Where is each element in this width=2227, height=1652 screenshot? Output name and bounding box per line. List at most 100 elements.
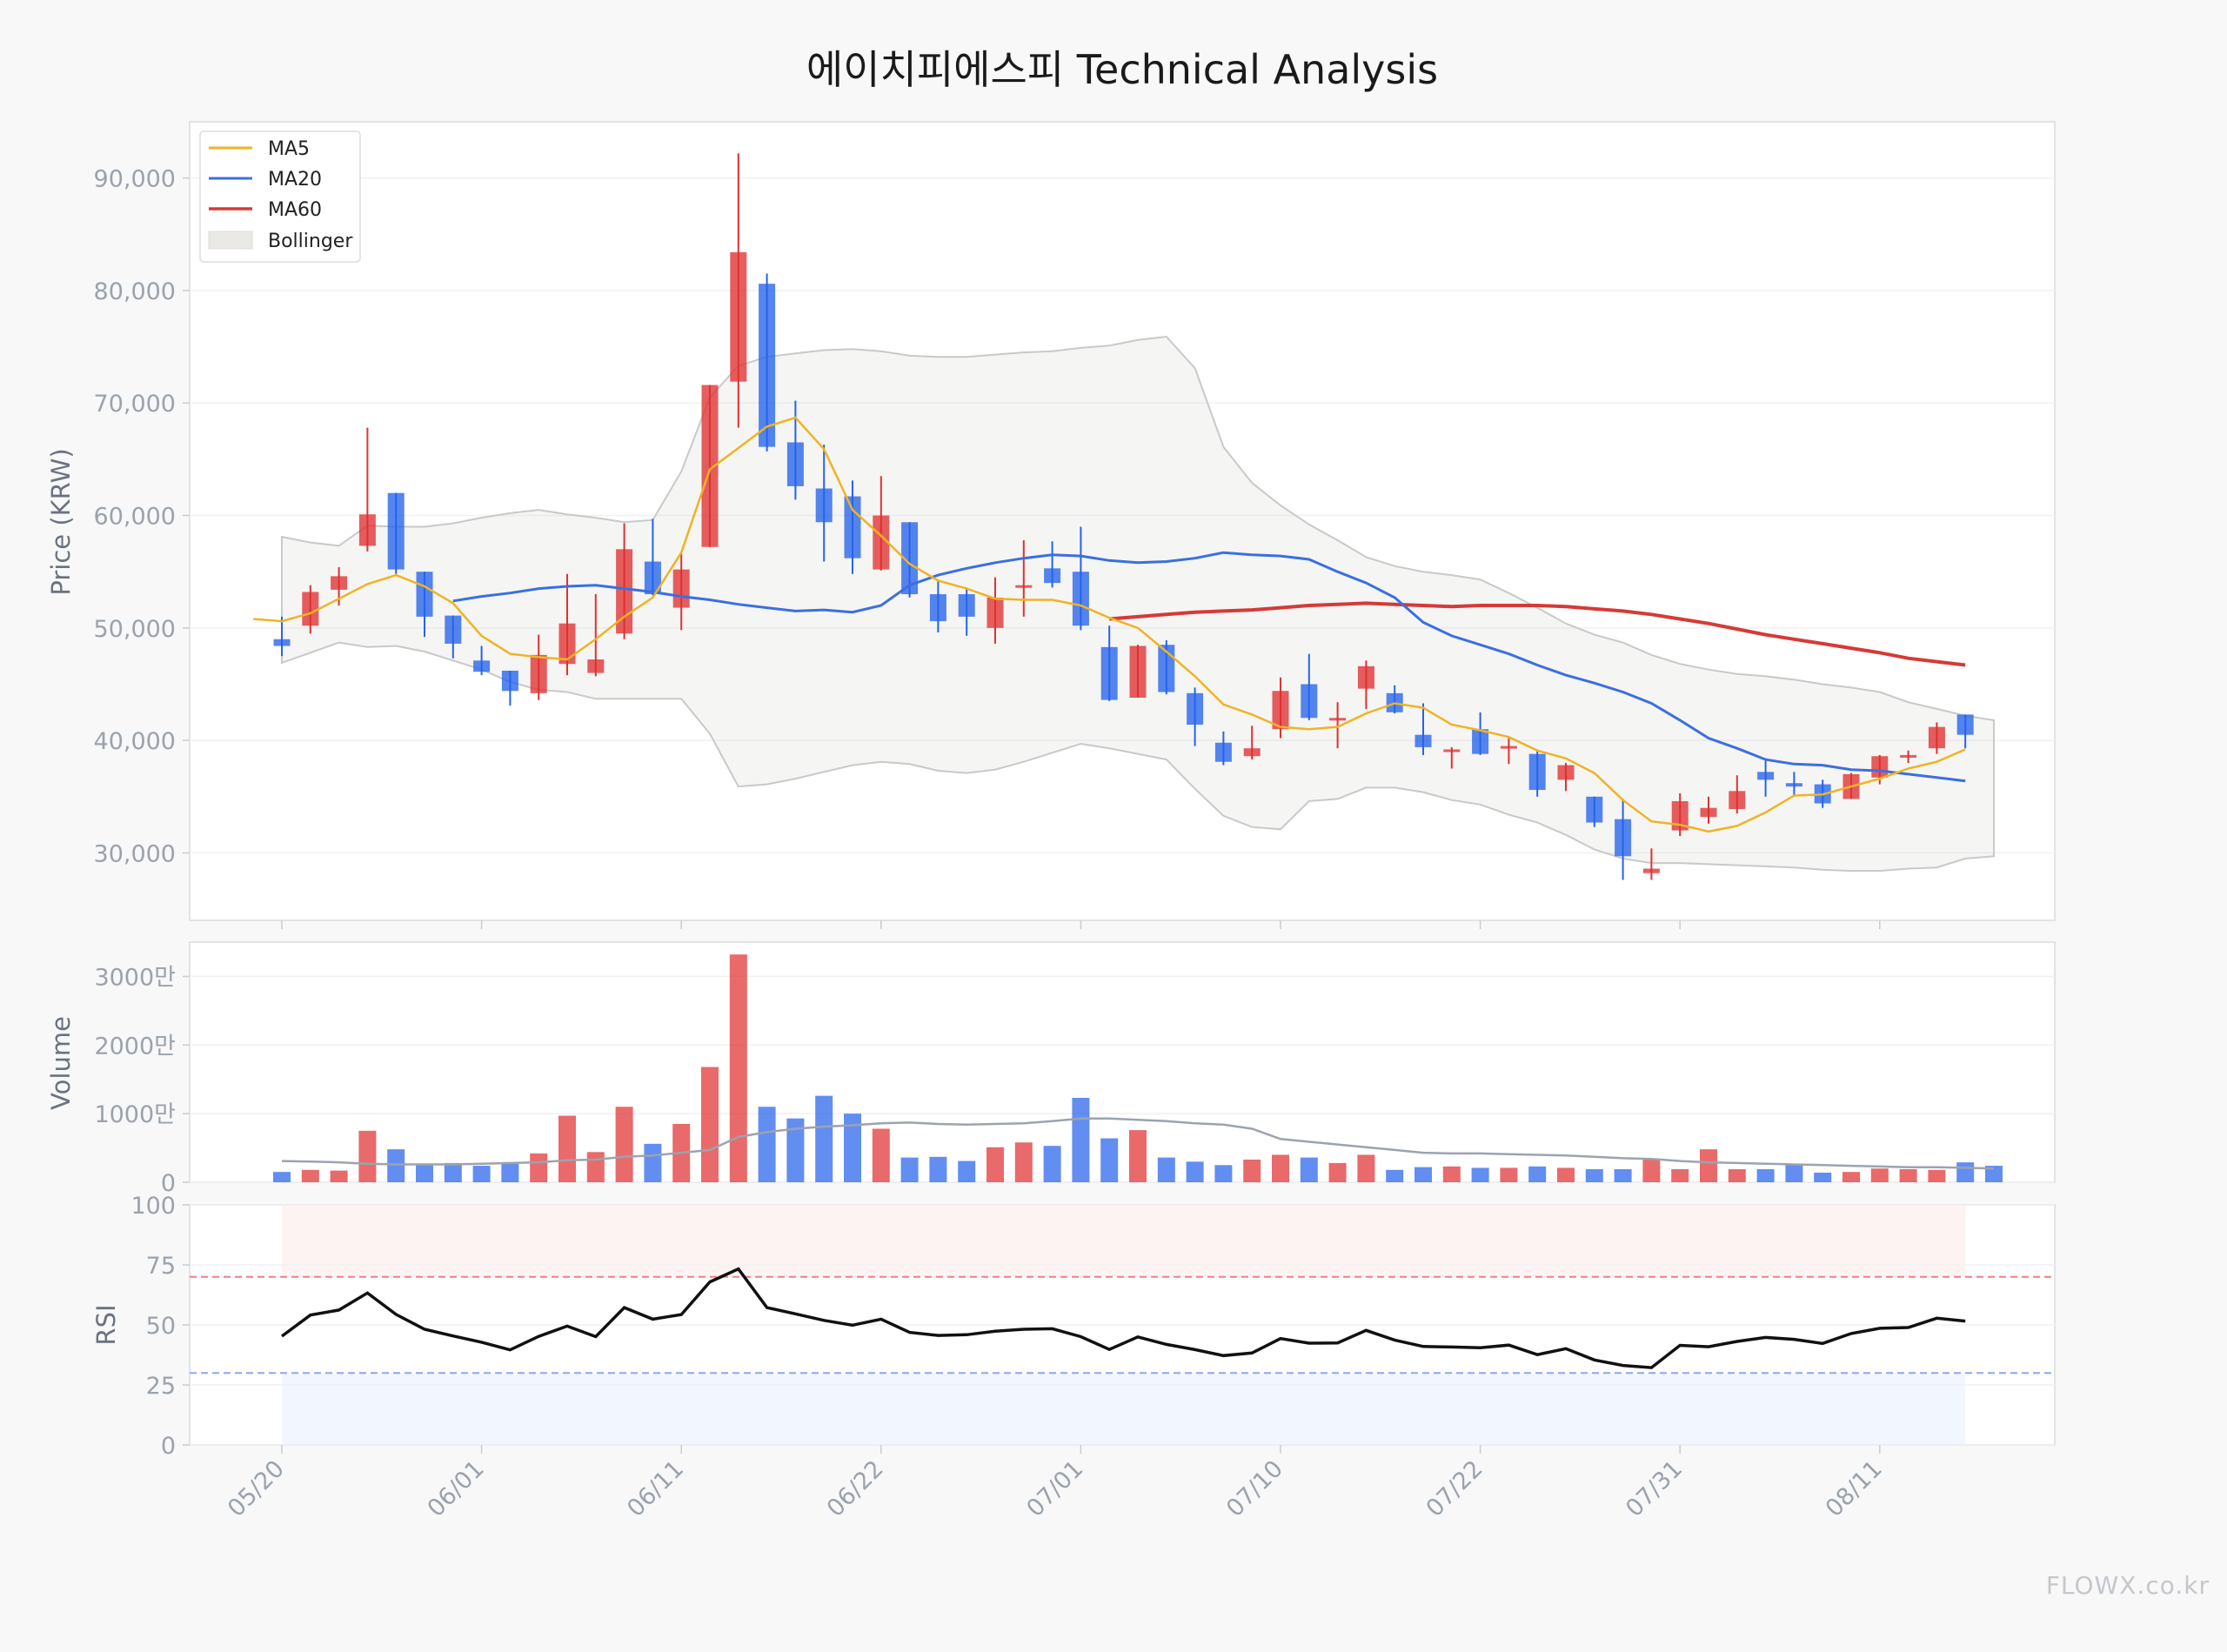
volume-bar [1243, 1159, 1261, 1182]
candle [1785, 772, 1802, 797]
candle-body [815, 488, 833, 523]
candle [1072, 526, 1089, 631]
rsi-y-axis-label: RSI [91, 1304, 121, 1345]
candle-body [331, 576, 348, 590]
candle [1956, 714, 1974, 749]
volume-bar [1956, 1162, 1975, 1182]
volume-bar [558, 1115, 576, 1182]
x-tick-label: 08/11 [1821, 1455, 1888, 1522]
volume-panel: 0 1000만 2000만 3000만 Volume [46, 941, 2056, 1197]
candle-body [558, 623, 576, 665]
candle-body [1472, 729, 1489, 754]
candle [1272, 677, 1289, 739]
candle [1472, 712, 1489, 755]
candle-body [786, 442, 804, 486]
price-panel-frame [189, 121, 2056, 921]
ma20-line [452, 551, 1966, 783]
candle [1443, 746, 1461, 769]
volume-bar [644, 1143, 662, 1182]
volume-bar [1272, 1154, 1289, 1182]
candle [815, 445, 833, 562]
volume-bar [844, 1114, 861, 1182]
volume-bar [1500, 1167, 1518, 1182]
candle-body [1044, 568, 1061, 584]
price-tick-label: 90,000 [94, 166, 176, 193]
candle [1158, 640, 1175, 695]
candle-body [1928, 726, 1945, 749]
candle-body [387, 492, 405, 570]
volume-panel-frame [189, 941, 2056, 1183]
candle-body [1072, 572, 1089, 626]
candle [1243, 726, 1261, 760]
candle [1900, 750, 1917, 763]
candle-body [1187, 692, 1204, 726]
candle-body [901, 522, 919, 595]
rsi-y-ticks: 0 25 50 75 100 [130, 1193, 190, 1460]
volume-bar [1700, 1149, 1717, 1182]
volume-bar [900, 1157, 919, 1182]
legend-box [199, 130, 361, 263]
candle [1414, 703, 1432, 755]
volume-bar [444, 1162, 462, 1182]
candle [759, 273, 776, 451]
candle-body [1243, 748, 1261, 757]
candle-body [1528, 753, 1546, 791]
price-tick-label: 70,000 [94, 391, 176, 418]
rsi-gridlines [190, 1204, 2055, 1446]
candle-body [1671, 800, 1689, 831]
rsi-panel: 0 25 50 75 100 RSI [91, 1193, 2056, 1460]
price-gridlines [190, 177, 2055, 854]
volume-bar [1471, 1167, 1489, 1182]
candle-body [844, 496, 861, 558]
legend-swatch-bollinger [208, 231, 253, 250]
candle-body [644, 561, 661, 595]
candle [1928, 722, 1945, 754]
volume-bar [1870, 1168, 1889, 1182]
volume-bar [1328, 1162, 1347, 1182]
candle [473, 645, 491, 676]
candle [1329, 702, 1347, 749]
volume-bar [1642, 1159, 1661, 1182]
candle [1615, 799, 1632, 880]
price-tick-label: 50,000 [94, 616, 176, 643]
candle-body [1700, 807, 1717, 818]
candle [501, 670, 518, 706]
candle [929, 579, 946, 633]
ma60-line [1109, 601, 1966, 667]
rsi-tick-label: 75 [146, 1253, 176, 1280]
candle [1586, 796, 1603, 827]
candle [387, 492, 405, 574]
candle-body [730, 251, 747, 382]
candle-body [929, 594, 946, 622]
volume-bar [416, 1165, 433, 1182]
candle [1015, 539, 1033, 617]
candle-body [473, 660, 491, 672]
volume-bar [273, 1172, 291, 1182]
volume-bar [1585, 1169, 1603, 1182]
candle [844, 480, 861, 574]
candle-body [1443, 749, 1461, 752]
candle-body [701, 385, 719, 547]
candle-body [1414, 734, 1432, 747]
candle [302, 585, 319, 634]
volume-bar [1414, 1167, 1432, 1182]
candle [358, 427, 376, 552]
x-tick-label: 06/01 [423, 1455, 490, 1522]
volume-bar [958, 1160, 976, 1182]
x-tick-label: 07/10 [1221, 1455, 1288, 1522]
candle-body [1158, 645, 1175, 692]
volume-bar [358, 1130, 377, 1182]
candle [1729, 775, 1746, 814]
volume-bar [1756, 1169, 1775, 1182]
volume-bar [1728, 1169, 1746, 1182]
volume-bar [1214, 1165, 1233, 1182]
volume-bar [1043, 1146, 1061, 1182]
candle [1214, 731, 1232, 766]
candle [1700, 796, 1717, 824]
candle [644, 518, 661, 596]
candle-body [1500, 746, 1517, 749]
candle [616, 523, 633, 639]
candle [1500, 738, 1517, 765]
x-tick-label: 05/20 [223, 1455, 290, 1522]
volume-bar [1100, 1138, 1119, 1182]
